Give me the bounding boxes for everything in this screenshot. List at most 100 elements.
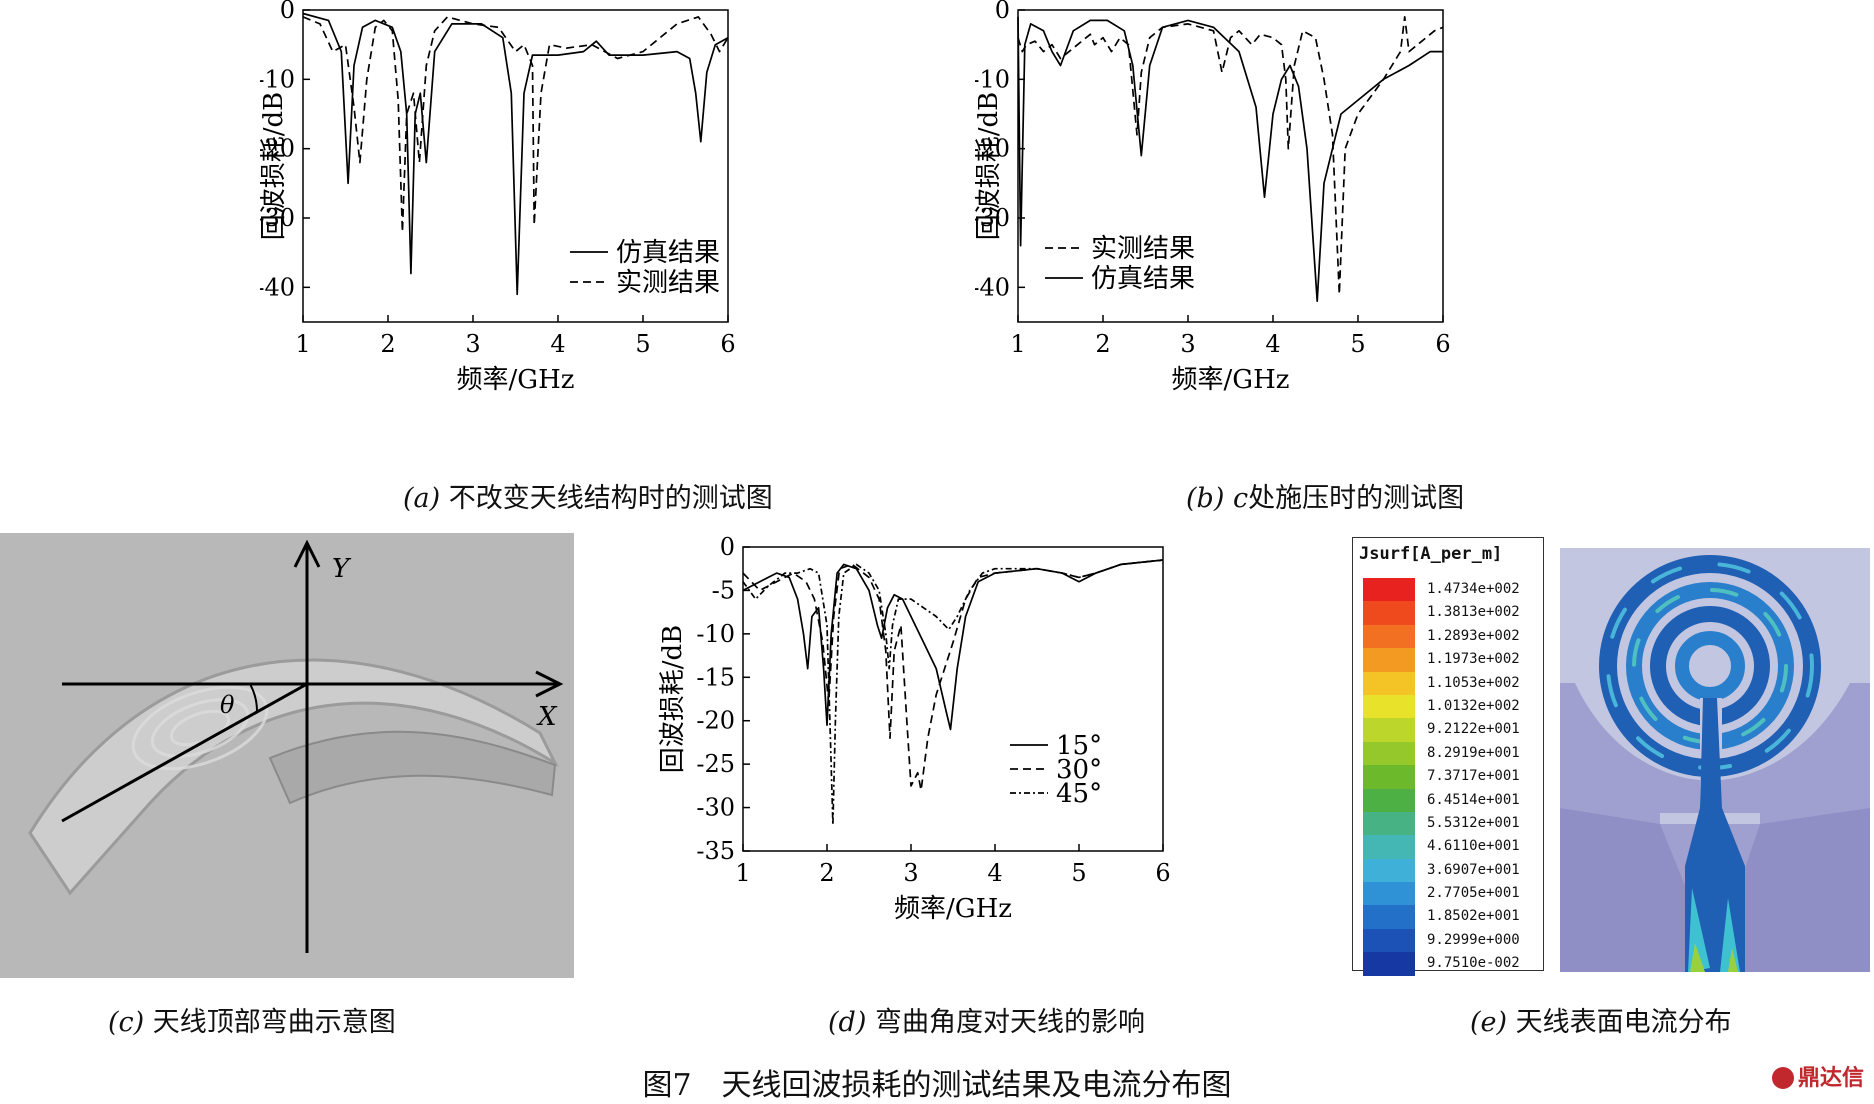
legend-color-swatch (1363, 905, 1415, 929)
y-axis-title: 回波损耗/dB (260, 92, 289, 241)
y-tick-label: -20 (696, 707, 735, 735)
legend-row: 6.4514e+001 (1359, 788, 1539, 812)
chart-d: 1 2 3 4 5 6 0 -5 -10 -15 -20 -25 -30 -35 频率/GHz 回波损耗/dB… (658, 533, 1171, 924)
angle-arc (249, 683, 259, 713)
logo-icon (1771, 1067, 1794, 1089)
series-line (742, 559, 1164, 731)
legend-color-swatch (1363, 765, 1415, 789)
series-line (742, 559, 1164, 792)
legend-value: 9.2999e+000 (1427, 931, 1520, 948)
y-axis-arrow (293, 539, 321, 568)
x-tick-label: 1 (735, 859, 750, 887)
legend-label: 仿真结果 (616, 238, 720, 268)
x-axis-label: X (536, 702, 558, 732)
x-tick-label: 4 (550, 330, 565, 358)
y-tick-label: -20 (260, 135, 295, 163)
legend-value: 3.6907e+001 (1427, 861, 1520, 878)
antenna-body (28, 658, 559, 896)
watermark-logo: 鼎达信 (1771, 1060, 1864, 1092)
legend-row: 2.7705e+001 (1359, 882, 1539, 906)
figure-caption: 图7 天线回波损耗的测试结果及电流分布图 (642, 1068, 1232, 1103)
legend-value: 1.3813e+002 (1427, 604, 1520, 621)
legend-label: 实测结果 (1091, 234, 1195, 264)
x-tick-label: 3 (465, 330, 480, 358)
legend-color-swatch (1363, 882, 1415, 906)
legend-label: 30° (1056, 755, 1102, 785)
y-tick-label: -30 (696, 794, 735, 822)
legend-row: 1.2893e+002 (1359, 624, 1539, 649)
dist-feed-line (1685, 698, 1745, 972)
legend-color-swatch (1363, 858, 1415, 883)
caption-d: (d) 弯曲角度对天线的影响 (828, 1000, 1145, 1039)
series-line (742, 559, 1164, 826)
x-axis-title: 频率/GHz (894, 894, 1012, 924)
y-tick-label: -10 (260, 65, 295, 93)
legend-row: 3.6907e+001 (1359, 858, 1539, 883)
series-line (1017, 16, 1444, 296)
current-legend-rows: 1.4734e+002 1.3813e+002 1.2893e+002 1.1973e… (1359, 578, 1539, 976)
y-tick-label: -10 (975, 65, 1010, 93)
legend-row: 9.7510e-002 (1359, 952, 1539, 976)
x-tick-label: 6 (1435, 330, 1450, 358)
y-tick-label: -5 (712, 576, 735, 604)
caption-b: (b) c处施压时的测试图 (1186, 476, 1464, 515)
legend-row: 1.1053e+002 (1359, 671, 1539, 695)
x-axis-arrow (535, 670, 564, 698)
legend-color-swatch (1363, 741, 1415, 766)
current-distribution (1560, 548, 1870, 972)
y-tick-label: -25 (696, 750, 735, 778)
legend-value: 5.5312e+001 (1427, 814, 1520, 831)
y-tick-label: -15 (696, 663, 735, 691)
plot-frame (742, 546, 1164, 852)
x-tick-label: 2 (819, 859, 834, 887)
legend-row: 9.2999e+000 (1359, 928, 1539, 953)
legend-row: 1.0132e+002 (1359, 694, 1539, 719)
series-line (302, 16, 729, 233)
legend-value: 2.7705e+001 (1427, 885, 1520, 902)
legend-color-swatch (1363, 928, 1415, 953)
y-tick-label: -30 (975, 204, 1010, 232)
y-tick-label: -40 (260, 273, 295, 301)
legend-value: 4.6110e+001 (1427, 838, 1520, 855)
legend-color-swatch (1363, 694, 1415, 719)
x-tick-label: 4 (1265, 330, 1280, 358)
legend-color-swatch (1363, 718, 1415, 742)
legend-color-swatch (1363, 601, 1415, 625)
dist-bottom-pad (1560, 808, 1870, 972)
x-tick-label: 4 (987, 859, 1002, 887)
plot-frame (1017, 9, 1444, 323)
legend-row: 8.2919e+001 (1359, 741, 1539, 766)
bend-line (61, 682, 308, 823)
legend-color-swatch (1363, 671, 1415, 695)
caption-b-text: 处施压时的测试图 (1248, 483, 1465, 514)
series-line (302, 12, 729, 296)
legend-color-swatch (1363, 952, 1415, 976)
caption-c-text: 天线顶部弯曲示意图 (144, 1007, 396, 1038)
caption-e-label: (e) (1470, 1007, 1508, 1038)
legend-value: 1.2893e+002 (1427, 627, 1520, 644)
caption-c-label: (c) (108, 1007, 145, 1038)
current-legend-title: Jsurf[A_per_m] (1359, 544, 1503, 564)
legend-value: 1.4734e+002 (1427, 581, 1520, 597)
legend-value: 9.2122e+001 (1427, 721, 1520, 738)
x-tick-label: 5 (1071, 859, 1086, 887)
y-tick-label: -30 (260, 204, 295, 232)
x-tick-label: 2 (1095, 330, 1110, 358)
legend-row: 9.2122e+001 (1359, 718, 1539, 742)
caption-c: (c) 天线顶部弯曲示意图 (108, 1000, 396, 1039)
bending-photo: Y X θ (0, 533, 574, 978)
y-axis-title: 回波损耗/dB (658, 625, 688, 774)
legend-row: 7.3717e+001 (1359, 765, 1539, 789)
dist-feed-green (1690, 943, 1738, 972)
y-tick-label: 0 (995, 0, 1010, 24)
legend-value: 7.3717e+001 (1427, 768, 1520, 785)
legend-row: 4.6110e+001 (1359, 835, 1539, 859)
x-tick-label: 6 (1155, 859, 1170, 887)
legend-row: 1.3813e+002 (1359, 601, 1539, 625)
x-tick-label: 2 (380, 330, 395, 358)
x-tick-label: 1 (1010, 330, 1025, 358)
legend-label: 仿真结果 (1091, 264, 1195, 294)
y-tick-label: -20 (975, 135, 1010, 163)
legend-color-swatch (1363, 578, 1415, 602)
legend-label: 15° (1056, 731, 1102, 761)
